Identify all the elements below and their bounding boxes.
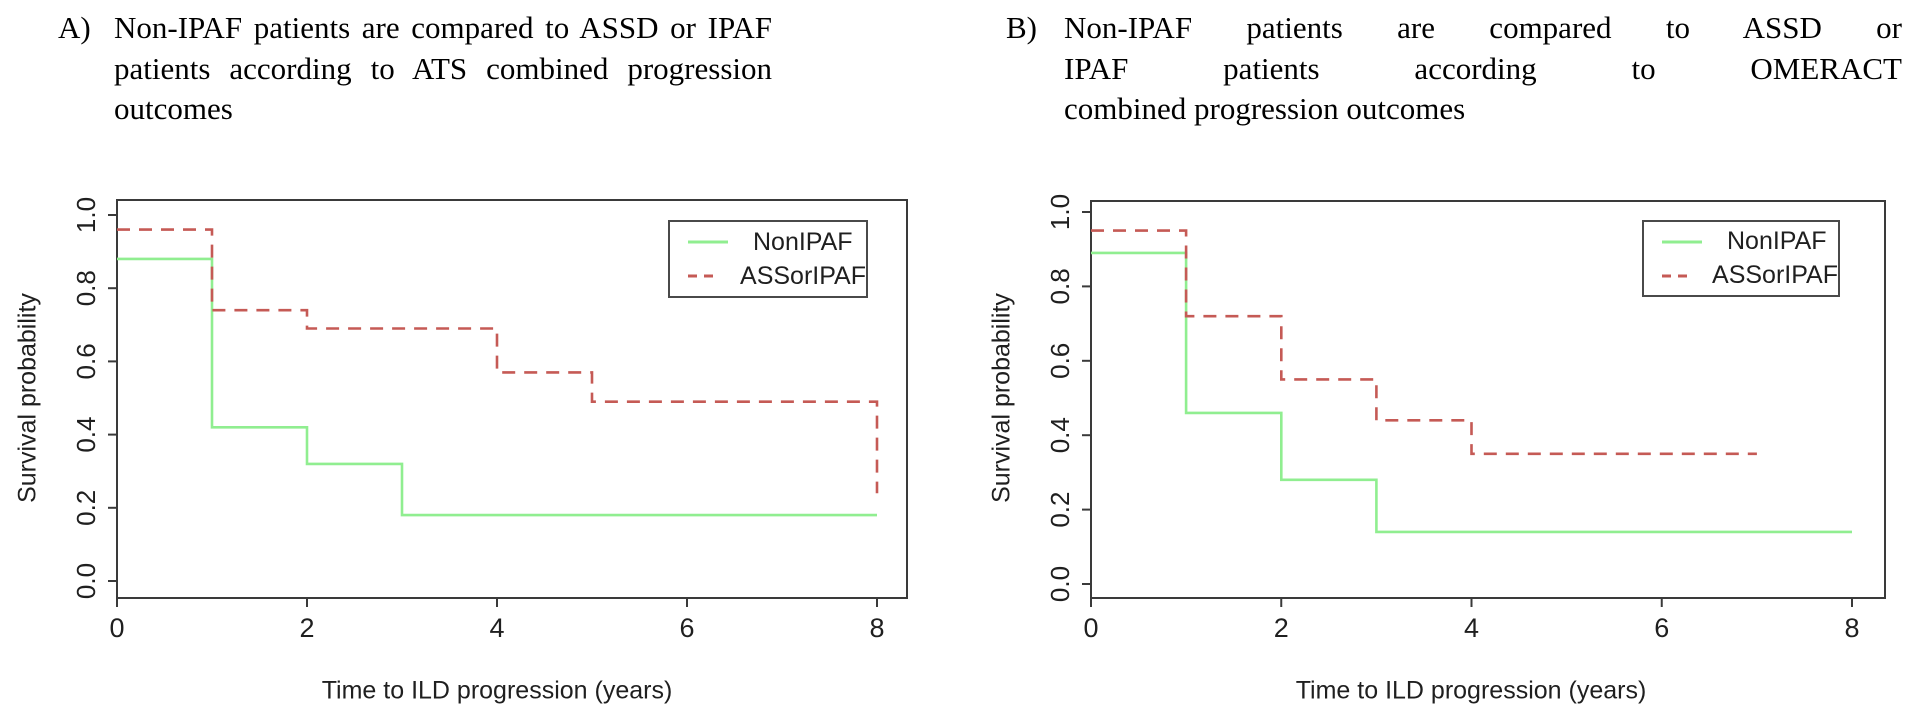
- legend-label-nonipaf: NonIPAF: [753, 227, 853, 256]
- y-tick-label: 1.0: [1045, 194, 1075, 230]
- panel-a-ylabel: Survival probability: [13, 293, 42, 503]
- panel-b-title-line3: combined progression outcomes: [1064, 91, 1466, 126]
- y-tick-label: 0.2: [1045, 492, 1075, 528]
- y-tick-label: 0.0: [1045, 566, 1075, 602]
- y-tick-label: 0.0: [71, 563, 101, 599]
- panel-b-title: B) Non-IPAF patients are compared to ASS…: [1006, 8, 1902, 130]
- assoripaf-dashed-line-sample: [688, 274, 717, 278]
- y-tick-label: 1.0: [71, 197, 101, 233]
- y-tick-label: 0.2: [71, 490, 101, 526]
- panel-b-title-line1: Non-IPAF patients are compared to ASSD o…: [1064, 10, 1902, 45]
- panel-a-xlabel: Time to ILD progression (years): [321, 676, 673, 705]
- series-curve-ASSorIPAF-B: [1091, 229, 1757, 456]
- panel-a-legend: NonIPAF ASSorIPAF: [668, 220, 868, 298]
- x-tick-label: 8: [1844, 613, 1859, 643]
- x-tick-label: 0: [109, 613, 124, 643]
- x-tick-label: 2: [299, 613, 314, 643]
- panel-a-title: A) Non-IPAF patients are compared to ASS…: [58, 8, 772, 130]
- x-tick-label: 4: [1464, 613, 1479, 643]
- km-plot-A: 0 2 4 6 8 0.0 0.2 0.4 0.6 0.8 1.0: [71, 197, 908, 643]
- panel-b-xlabel: Time to ILD progression (years): [1295, 676, 1647, 705]
- nonipaf-solid-line-sample: [1662, 240, 1702, 243]
- panel-a-label: A): [58, 10, 91, 45]
- legend-item-assoripaf: ASSorIPAF: [687, 262, 866, 291]
- legend-item-nonipaf: NonIPAF: [1661, 227, 1838, 256]
- panel-a-title-line3: outcomes: [114, 91, 233, 126]
- panel-b-title-line2: IPAF patients according to OMERACT: [1064, 50, 1902, 86]
- panel-b-label: B): [1006, 10, 1037, 45]
- panel-b-title-text: Non-IPAF patients are compared to ASSD o…: [1064, 8, 1902, 130]
- x-tick-label: 6: [1654, 613, 1669, 643]
- x-tick-label: 8: [869, 613, 884, 643]
- assoripaf-dashed-line-sample: [1662, 274, 1689, 277]
- x-tick-label: 4: [489, 613, 504, 643]
- panel-b-legend: NonIPAF ASSorIPAF: [1642, 220, 1840, 297]
- y-tick-label: 0.8: [1045, 268, 1075, 304]
- legend-label-assoripaf: ASSorIPAF: [1712, 261, 1838, 289]
- y-tick-label: 0.8: [71, 270, 101, 306]
- panel-a-title-text: Non-IPAF patients are compared to ASSD o…: [114, 8, 772, 130]
- legend-item-nonipaf: NonIPAF: [687, 228, 866, 257]
- km-plot-B: 0 2 4 6 8 0.0 0.2 0.4 0.6 0.8 1.0: [1045, 194, 1886, 643]
- legend-item-assoripaf: ASSorIPAF: [1661, 261, 1838, 290]
- y-tick-label: 0.6: [71, 343, 101, 379]
- legend-label-assoripaf: ASSorIPAF: [740, 261, 866, 290]
- y-tick-label: 0.6: [1045, 343, 1075, 379]
- nonipaf-solid-line-sample: [688, 240, 728, 244]
- panel-a-title-line2: patients according to ATS combined progr…: [114, 50, 772, 86]
- panel-b-ylabel: Survival probability: [987, 293, 1016, 503]
- legend-label-nonipaf: NonIPAF: [1727, 227, 1827, 255]
- panel-a-title-line1: Non-IPAF patients are compared to ASSD o…: [114, 10, 772, 45]
- x-tick-label: 2: [1274, 613, 1289, 643]
- plot-box: [1090, 200, 1886, 599]
- x-tick-label: 6: [679, 613, 694, 643]
- y-tick-label: 0.4: [1045, 417, 1075, 453]
- x-tick-label: 0: [1083, 613, 1098, 643]
- series-curve-NonIPAF-A: [117, 257, 877, 517]
- y-tick-label: 0.4: [71, 417, 101, 453]
- plot-box: [116, 199, 908, 599]
